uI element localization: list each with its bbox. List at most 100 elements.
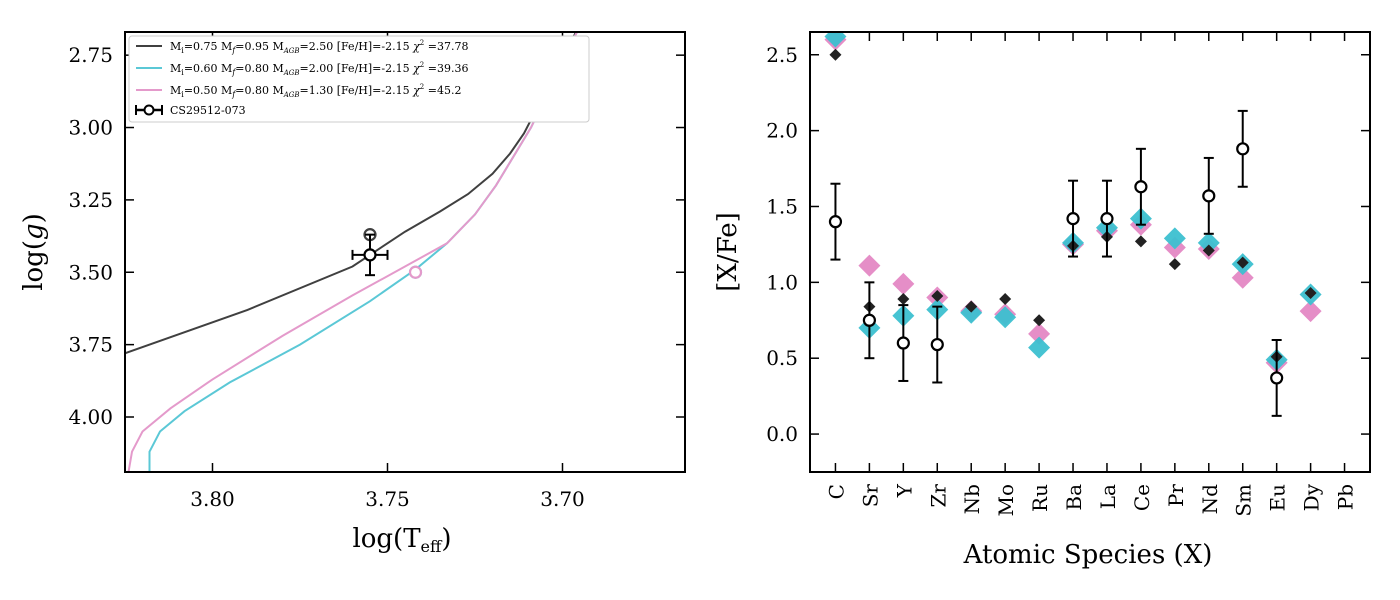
legend-fragment: =39.36 <box>424 62 468 75</box>
hr-x-tick-label: 3.75 <box>365 487 410 511</box>
legend-fragment: =0.50 M <box>184 84 232 97</box>
observed-marker-Ce <box>1134 180 1148 194</box>
legend-fragment: AGB <box>283 69 300 77</box>
hr-diagram-panel: 3.80 3.75 3.702.753.003.253.503.754.00 Mi=… <box>19 31 686 556</box>
legend-fragment: M <box>170 40 181 53</box>
observed-marker-La <box>1100 212 1114 226</box>
legend-fragment: χ <box>412 62 421 75</box>
model-marker-1-Sm <box>1236 256 1249 269</box>
species-label-C: C <box>824 484 848 499</box>
hr-x-tick-label: 3.80 <box>190 487 235 511</box>
abundance-points <box>824 32 1322 417</box>
legend-fragment: 2 <box>420 39 424 47</box>
species-label-La: La <box>1096 484 1120 509</box>
abundance-y-axis-title: [X/Fe] <box>713 212 743 292</box>
model-marker-2-Pr <box>1163 227 1186 250</box>
legend-fragment: χ <box>412 84 421 97</box>
model-marker-2-Nd <box>1197 231 1220 254</box>
abundance-axis-ticks: C Sr Y Zr Nb Mo Ru Ba La Ce Pr Nd Sm Eu Dy Pb 0.0 0.5 1.0 1… <box>766 32 1370 517</box>
species-label-Y: Y <box>892 483 916 498</box>
model-marker-2-Nb <box>960 301 983 324</box>
model-marker-1-Y <box>897 293 910 306</box>
hr-y-tick-label: 3.00 <box>68 116 113 140</box>
hr-y-tick-label: 3.25 <box>68 188 113 212</box>
legend-fragment: AGB <box>283 91 300 99</box>
model-marker-3-Dy <box>1299 300 1322 323</box>
species-label-Sr: Sr <box>858 484 882 508</box>
legend-fragment: AGB <box>283 47 300 55</box>
hr-y-tick-label: 3.50 <box>68 260 113 284</box>
hr-points <box>351 228 423 279</box>
model-marker-3-Sr <box>858 254 881 277</box>
abundance-y-tick-label: 0.0 <box>766 422 798 446</box>
species-label-Sm: Sm <box>1232 484 1256 517</box>
legend-label-2: Mi=0.60 Mf=0.80 MAGB=2.00 [Fe/H]=-2.15 χ… <box>170 61 468 77</box>
legend-fragment: =1.30 [Fe/H]=-2.15 <box>300 84 414 97</box>
observed-point <box>363 248 377 262</box>
model-marker-1-Ru <box>1033 314 1046 327</box>
hr-x-tick-label: 3.70 <box>540 487 585 511</box>
legend-fragment: M <box>170 84 181 97</box>
species-label-Ba: Ba <box>1062 484 1086 511</box>
model-marker-3-Sm <box>1231 266 1254 289</box>
abundance-plot-frame <box>809 31 1371 473</box>
legend-box <box>128 35 590 123</box>
species-label-Pr: Pr <box>1164 484 1188 507</box>
legend-fragment: χ <box>412 40 421 53</box>
legend-fragment: M <box>170 62 181 75</box>
observed-marker-Y <box>896 336 910 350</box>
legend-fragment: =45.2 <box>424 84 461 97</box>
legend-fragment: =2.00 [Fe/H]=-2.15 <box>300 62 414 75</box>
hr-y-axis-title: log(g) <box>19 213 49 291</box>
legend-fragment: =0.60 M <box>184 62 232 75</box>
legend-fragment: 2 <box>420 83 424 91</box>
legend-fragment: f <box>231 46 237 55</box>
species-label-Ce: Ce <box>1130 484 1154 511</box>
legend-fragment: i <box>181 68 184 77</box>
observed-marker-Sr <box>862 313 876 327</box>
legend-label-3: Mi=0.50 Mf=0.80 MAGB=1.30 [Fe/H]=-2.15 χ… <box>170 83 461 99</box>
abundance-x-axis-title: Atomic Species (X) <box>963 540 1213 570</box>
species-label-Mo: Mo <box>994 484 1018 517</box>
abundance-y-tick-label: 2.5 <box>766 43 798 67</box>
legend-fragment: =0.95 M <box>235 40 283 53</box>
abundance-panel: C Sr Y Zr Nb Mo Ru Ba La Ce Pr Nd Sm Eu Dy Pb 0.0 0.5 1.0 1… <box>713 31 1371 570</box>
observed-marker-Zr <box>930 337 944 352</box>
hr-axis-ticks: 3.80 3.75 3.70 2.75 3.00 3.25 3.50 3.75 4.00 <box>68 32 685 511</box>
model-marker-1-Zr <box>931 290 944 302</box>
legend-fragment: i <box>181 90 184 99</box>
model-marker-1-Nd <box>1202 244 1215 257</box>
species-label-Dy: Dy <box>1300 483 1324 511</box>
legend-fragment: f <box>231 68 237 77</box>
hr-best-fit-point-3 <box>408 265 423 279</box>
model-marker-1-Pr <box>1168 258 1181 271</box>
legend-fragment: =0.80 M <box>235 84 283 97</box>
observed-marker-Sm <box>1236 142 1250 156</box>
model-marker-1-Dy <box>1304 286 1317 299</box>
species-label-Pb: Pb <box>1334 484 1358 510</box>
legend-observed-label: CS29512-073 <box>170 104 246 117</box>
legend-label-1: Mi=0.75 Mf=0.95 MAGB=2.50 [Fe/H]=-2.15 χ… <box>170 39 468 55</box>
abundance-y-tick-label: 0.5 <box>766 346 798 370</box>
model-marker-1-C <box>829 48 842 61</box>
species-label-Nd: Nd <box>1198 484 1222 515</box>
legend-fragment: f <box>231 90 237 99</box>
species-label-Ru: Ru <box>1028 484 1052 512</box>
abundance-y-tick-label: 1.0 <box>766 270 798 294</box>
legend-fragment: 2 <box>420 61 424 69</box>
legend-fragment: =37.78 <box>424 40 468 53</box>
abundance-y-tick-label: 1.5 <box>766 194 798 218</box>
hr-y-tick-label: 4.00 <box>68 405 113 429</box>
hr-y-tick-label: 3.75 <box>68 333 113 357</box>
legend-observed-marker <box>143 104 155 116</box>
hr-plot-frame <box>124 31 686 473</box>
abundance-y-tick-label: 2.0 <box>766 119 798 143</box>
model-marker-2-Mo <box>994 306 1017 329</box>
legend-fragment: =2.50 [Fe/H]=-2.15 <box>300 40 414 53</box>
observed-marker-C <box>828 215 843 229</box>
hr-x-axis-title: log(Teff) <box>352 524 451 556</box>
species-label-Zr: Zr <box>926 484 950 508</box>
legend-fragment: =0.75 M <box>184 40 232 53</box>
legend-fragment: i <box>181 46 184 55</box>
